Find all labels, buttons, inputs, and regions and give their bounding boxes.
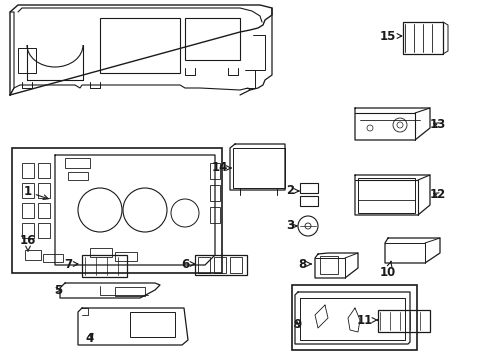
Text: 10: 10 (379, 261, 395, 279)
Bar (209, 185, 220, 201)
Bar (130, 312, 175, 337)
Text: 12: 12 (429, 189, 445, 202)
Bar (65, 158, 90, 168)
Bar (22, 183, 34, 198)
Text: 13: 13 (429, 118, 445, 131)
Bar (232, 148, 285, 188)
Bar (229, 257, 242, 273)
Bar (25, 250, 41, 260)
Bar (115, 252, 137, 261)
Bar (38, 203, 50, 218)
Bar (198, 257, 209, 273)
Bar (82, 255, 127, 277)
Bar (115, 287, 145, 296)
Bar (68, 172, 88, 180)
Bar (22, 163, 34, 178)
Bar (299, 183, 317, 193)
Bar (299, 196, 317, 206)
Text: 5: 5 (54, 284, 62, 297)
Bar (184, 18, 240, 60)
Bar (22, 203, 34, 218)
Bar (12, 148, 222, 273)
Text: 8: 8 (297, 257, 310, 270)
Text: 16: 16 (20, 234, 36, 251)
Text: 4: 4 (86, 332, 94, 345)
Bar (43, 254, 63, 262)
Bar (209, 207, 220, 223)
Bar (377, 310, 429, 332)
Bar (195, 255, 246, 275)
Bar (100, 18, 180, 73)
Text: 15: 15 (379, 30, 401, 42)
Bar (319, 256, 337, 274)
Text: 14: 14 (211, 162, 231, 175)
Text: 6: 6 (181, 257, 194, 270)
Bar (38, 163, 50, 178)
Bar (291, 285, 416, 350)
Text: 11: 11 (356, 314, 377, 327)
Text: 9: 9 (292, 319, 301, 332)
Bar (214, 257, 225, 273)
Text: 3: 3 (285, 220, 297, 233)
Bar (90, 248, 112, 257)
Bar (357, 178, 414, 213)
Bar (38, 223, 50, 238)
Bar (402, 22, 442, 54)
Bar (22, 223, 34, 238)
Text: 2: 2 (285, 184, 298, 198)
Text: 7: 7 (64, 257, 78, 270)
Bar (209, 163, 220, 179)
Bar (38, 183, 50, 198)
Text: 1: 1 (24, 185, 48, 199)
Bar (18, 48, 36, 73)
